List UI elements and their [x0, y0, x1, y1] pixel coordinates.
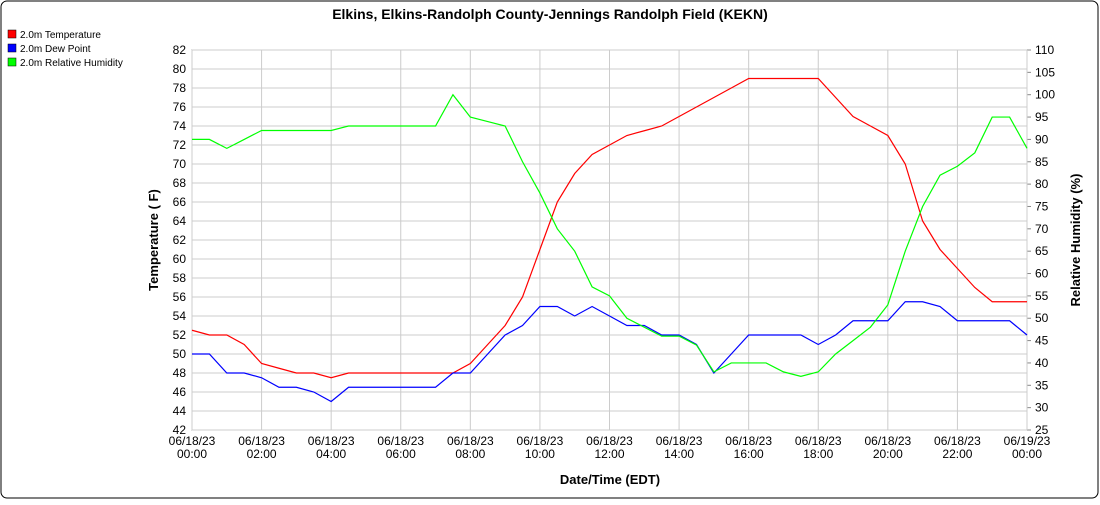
y-tick-label: 76 [173, 100, 187, 114]
y-tick-label: 54 [173, 309, 187, 323]
y-tick-label: 68 [173, 176, 187, 190]
x-tick-label: 06/18/23 16:00 [725, 434, 772, 461]
legend-swatch [7, 43, 17, 53]
series-line [191, 77, 1027, 379]
x-tick-label: 06/18/23 20:00 [864, 434, 911, 461]
y-tick-label: 78 [173, 81, 187, 95]
y2-tick-label: 75 [1035, 199, 1049, 213]
y2-tick-label: 110 [1035, 43, 1054, 57]
x-tick-label: 06/18/23 10:00 [517, 434, 564, 461]
y-tick-label: 48 [173, 366, 187, 380]
x-tick-label: 06/18/23 22:00 [934, 434, 981, 461]
x-tick-label: 06/18/23 14:00 [656, 434, 703, 461]
y2-tick-label: 100 [1035, 88, 1055, 102]
x-tick-label: 06/18/23 08:00 [447, 434, 494, 461]
series-line [192, 93, 1028, 377]
y-tick-label: 74 [173, 119, 187, 133]
y2-tick-label: 55 [1035, 289, 1049, 303]
legend-label: 2.0m Relative Humidity [20, 58, 123, 69]
chart-title: Elkins, Elkins-Randolph County-Jennings … [332, 6, 768, 22]
y2-tick-label: 50 [1035, 311, 1049, 325]
y2-tick-label: 90 [1035, 132, 1049, 146]
series-line [192, 301, 1028, 403]
y-tick-label: 60 [173, 252, 187, 266]
y-tick-label: 42 [173, 423, 187, 437]
x-tick-label: 06/18/23 12:00 [586, 434, 633, 461]
legend-swatch [7, 29, 17, 39]
legend-label: 2.0m Temperature [20, 30, 101, 41]
y-axis-label: Temperature ( F) [146, 189, 161, 291]
y2-tick-label: 35 [1035, 378, 1049, 392]
x-tick-label: 06/18/23 02:00 [238, 434, 285, 461]
x-axis-label: Date/Time (EDT) [560, 472, 660, 487]
x-tick-label: 06/19/23 00:00 [1004, 434, 1051, 461]
y2-tick-label: 60 [1035, 267, 1049, 281]
y-tick-label: 64 [173, 214, 187, 228]
y-tick-label: 56 [173, 290, 187, 304]
y-tick-label: 72 [173, 138, 187, 152]
y-tick-label: 58 [173, 271, 187, 285]
y-tick-label: 52 [173, 328, 187, 342]
y-tick-label: 66 [173, 195, 187, 209]
y2-tick-label: 70 [1035, 222, 1049, 236]
y2-tick-label: 80 [1035, 177, 1049, 191]
y2-tick-label: 40 [1035, 356, 1049, 370]
y-tick-label: 44 [173, 404, 187, 418]
y2-tick-label: 45 [1035, 334, 1049, 348]
y2-axis-label: Relative Humidity (%) [1068, 174, 1083, 307]
y2-tick-label: 85 [1035, 155, 1049, 169]
y-tick-label: 50 [173, 347, 187, 361]
x-tick-label: 06/18/23 04:00 [308, 434, 355, 461]
y2-tick-label: 30 [1035, 401, 1049, 415]
y2-tick-label: 105 [1035, 65, 1055, 79]
x-tick-label: 06/18/23 06:00 [377, 434, 424, 461]
x-tick-label: 06/18/23 18:00 [795, 434, 842, 461]
y-tick-label: 70 [173, 157, 187, 171]
y-tick-label: 46 [173, 385, 187, 399]
y-tick-label: 82 [173, 43, 187, 57]
legend-swatch [7, 57, 17, 67]
x-tick-label: 06/18/23 00:00 [169, 434, 216, 461]
y-tick-label: 80 [173, 62, 187, 76]
y2-tick-label: 65 [1035, 244, 1049, 258]
y2-tick-label: 25 [1035, 423, 1049, 437]
legend-label: 2.0m Dew Point [20, 44, 91, 55]
y-tick-label: 62 [173, 233, 187, 247]
y2-tick-label: 95 [1035, 110, 1049, 124]
